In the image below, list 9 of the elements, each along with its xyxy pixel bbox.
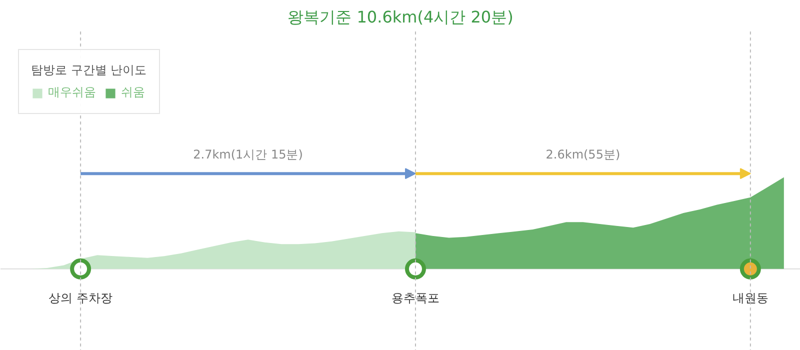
x-tick-label: 내원동: [732, 290, 768, 305]
text: 2.6km(55분): [546, 148, 620, 162]
chart-title: 왕복기준 10.6km(4시간 20분): [288, 8, 514, 26]
text: 2.7km(1시간 15분): [193, 148, 303, 162]
x-tick-label: 상의 주차장: [48, 290, 112, 305]
legend-title: 탐방로 구간별 난이도: [31, 62, 147, 79]
legend-label: 쉬움: [121, 84, 145, 101]
x-tick-label: 용추폭포: [391, 290, 440, 305]
legend-label: 매우쉬움: [48, 84, 96, 101]
